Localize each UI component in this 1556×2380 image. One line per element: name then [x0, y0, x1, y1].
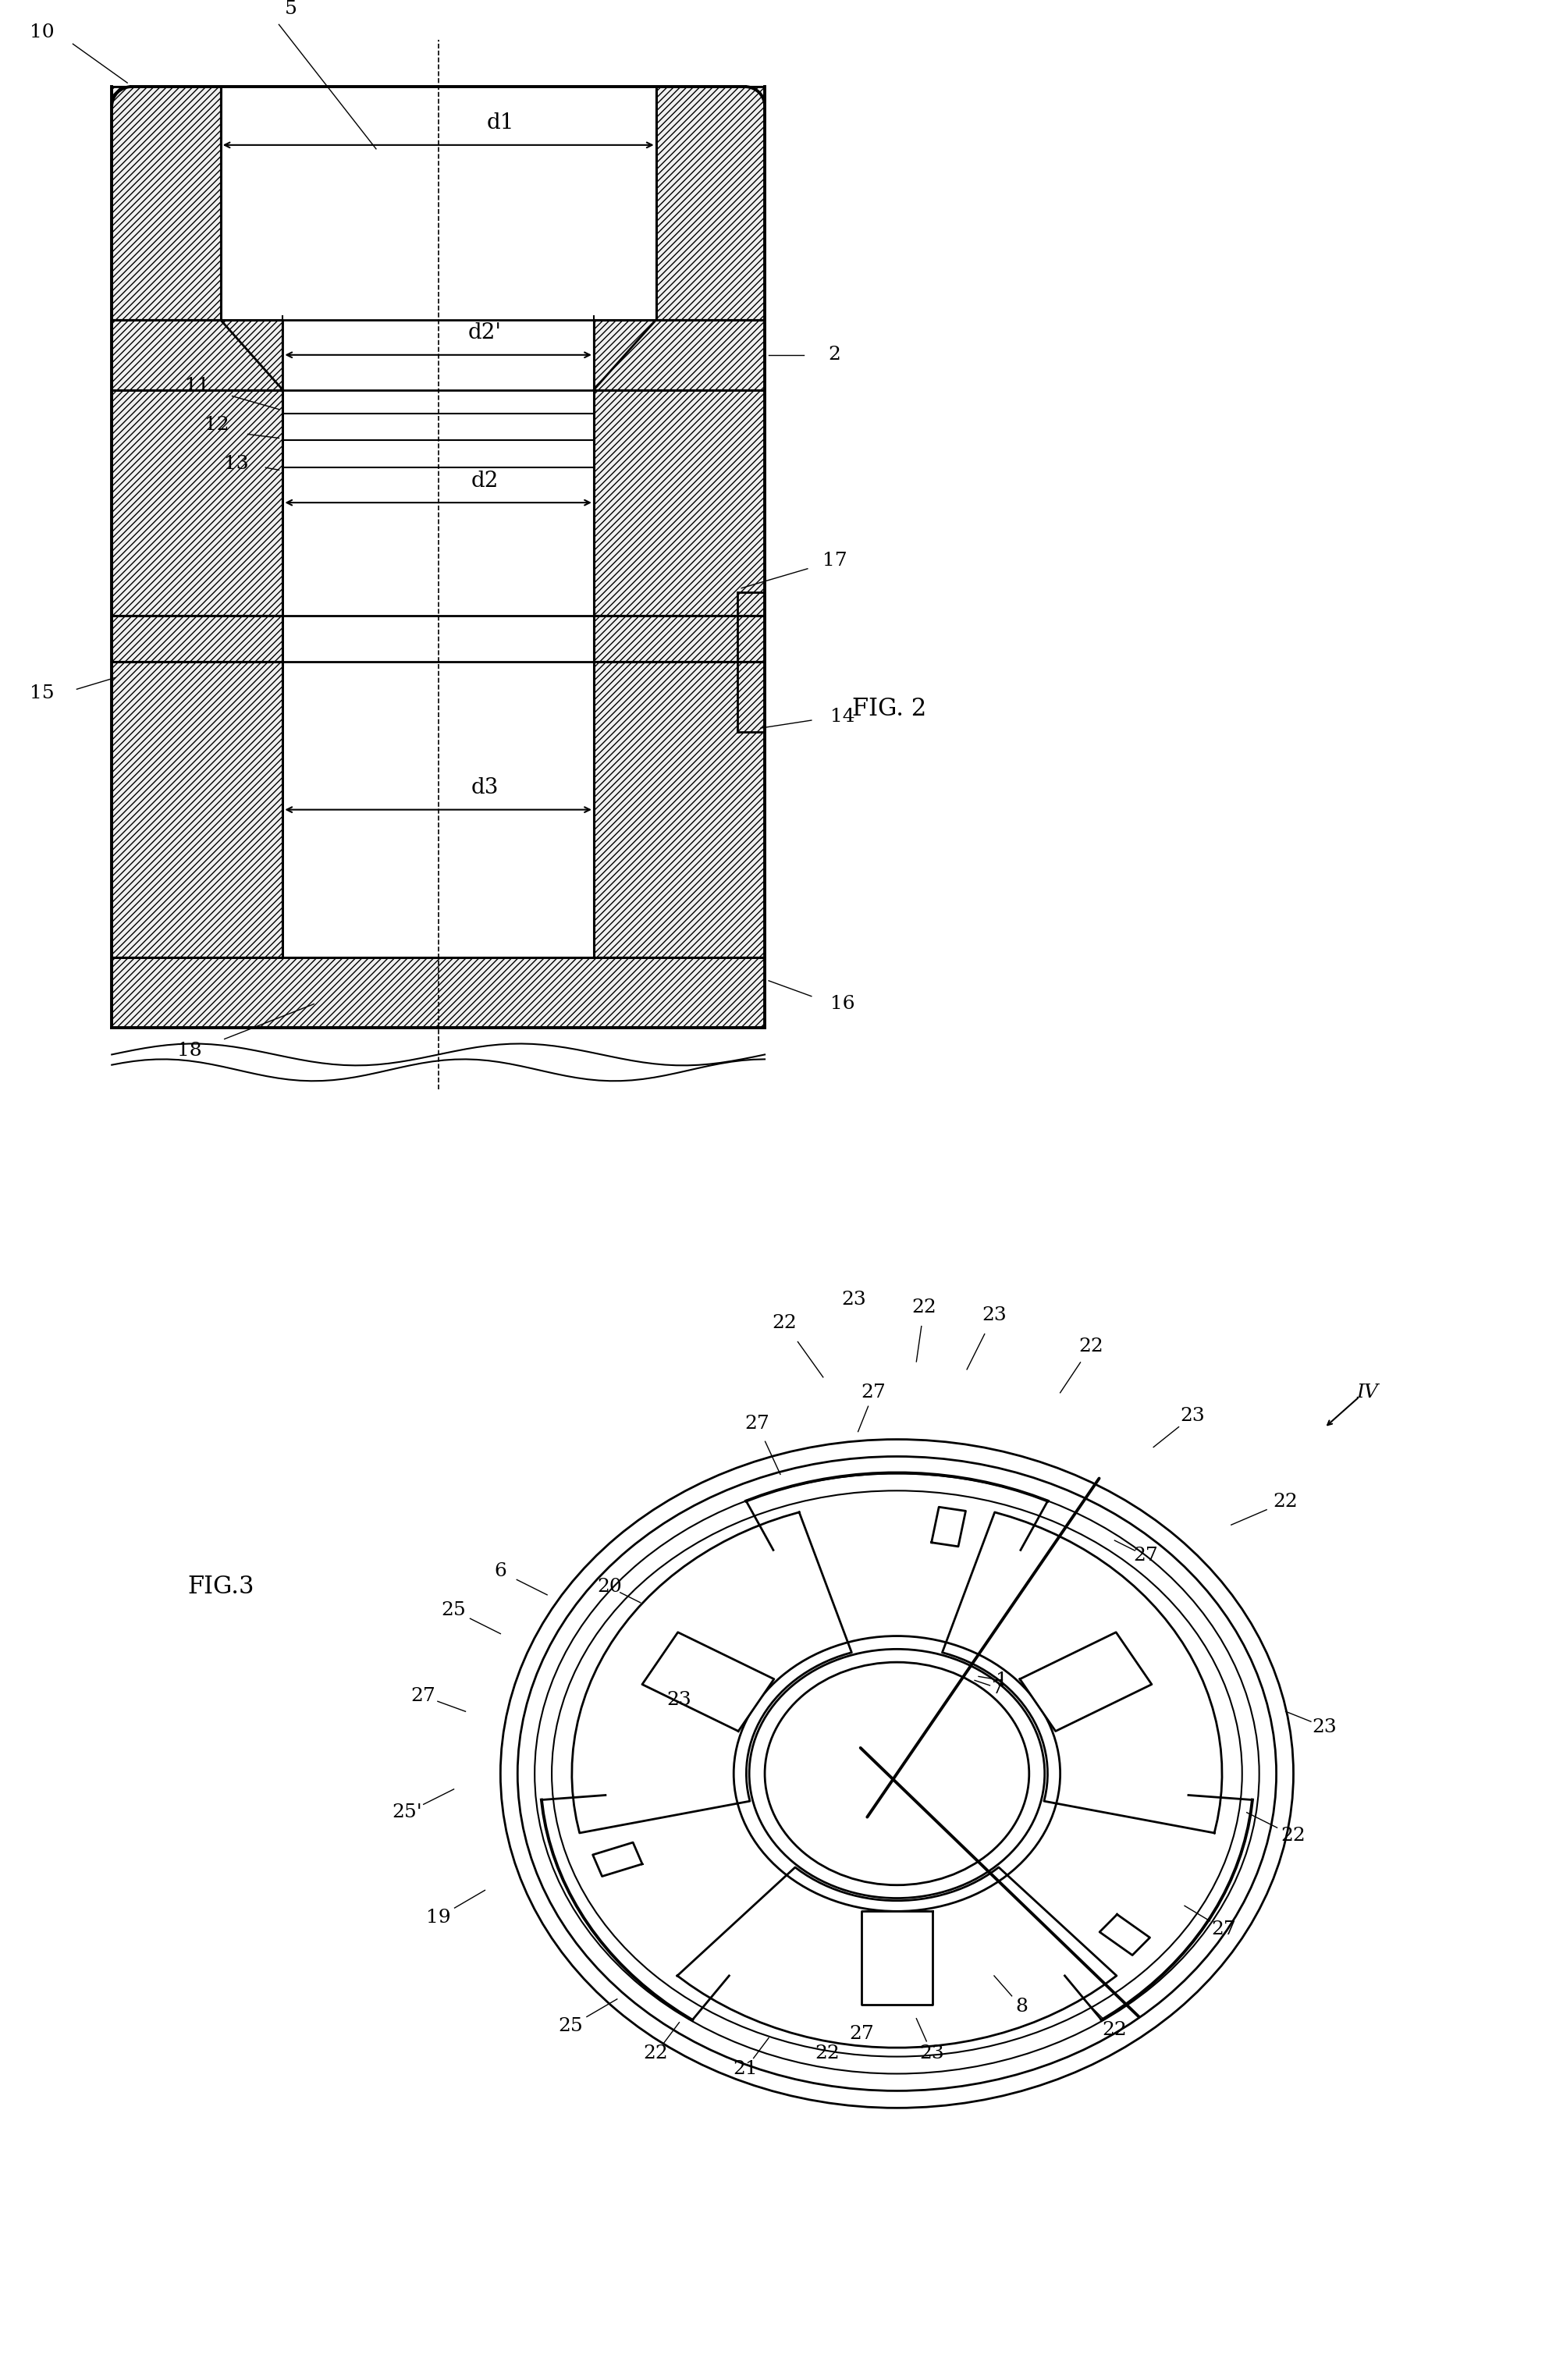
- Text: 22: 22: [772, 1314, 797, 1333]
- Bar: [112, 86, 221, 319]
- Bar: [594, 319, 766, 390]
- Text: 2: 2: [828, 345, 840, 364]
- Bar: [594, 390, 766, 616]
- Text: 23: 23: [668, 1690, 692, 1709]
- Text: 14: 14: [831, 707, 854, 726]
- Text: 17: 17: [823, 552, 846, 569]
- Text: 25': 25': [392, 1804, 422, 1821]
- Text: 22: 22: [1102, 2021, 1127, 2040]
- Text: 22: 22: [912, 1297, 937, 1316]
- Polygon shape: [1019, 1633, 1151, 1730]
- Bar: [594, 616, 766, 662]
- Text: d2': d2': [468, 324, 501, 343]
- Polygon shape: [593, 1842, 643, 1875]
- Bar: [112, 662, 283, 957]
- Text: 27: 27: [1133, 1547, 1158, 1566]
- Text: 23: 23: [1312, 1718, 1337, 1735]
- Text: 22: 22: [815, 2044, 839, 2063]
- Text: 5: 5: [285, 0, 297, 19]
- Text: 22: 22: [1281, 1828, 1305, 1844]
- Text: 21: 21: [733, 2061, 758, 2078]
- Polygon shape: [573, 1511, 851, 1833]
- Bar: [112, 957, 766, 1028]
- Bar: [112, 390, 283, 616]
- Text: 22: 22: [644, 2044, 669, 2063]
- Text: 23: 23: [842, 1290, 867, 1309]
- Bar: [657, 86, 766, 319]
- Text: 23: 23: [982, 1307, 1007, 1323]
- Polygon shape: [862, 1911, 932, 2004]
- Polygon shape: [643, 1633, 773, 1730]
- Text: FIG. 2: FIG. 2: [853, 697, 926, 721]
- Text: 1: 1: [996, 1671, 1008, 1690]
- Text: 23: 23: [920, 2044, 944, 2063]
- Text: 27: 27: [850, 2025, 874, 2042]
- Text: 22: 22: [1078, 1338, 1103, 1354]
- Bar: [594, 662, 766, 957]
- Text: d3: d3: [471, 778, 499, 797]
- Bar: [112, 319, 283, 390]
- Text: 12: 12: [204, 416, 229, 433]
- Text: 7: 7: [991, 1680, 1004, 1697]
- Polygon shape: [677, 1868, 1117, 2047]
- Polygon shape: [943, 1511, 1221, 1833]
- Text: 27: 27: [1211, 1921, 1235, 1937]
- Text: 13: 13: [224, 455, 249, 474]
- Text: 27: 27: [411, 1687, 436, 1704]
- Text: 8: 8: [1015, 1997, 1027, 2016]
- Text: 27: 27: [860, 1383, 885, 1402]
- Text: d1: d1: [487, 112, 515, 133]
- Text: 22: 22: [1273, 1492, 1298, 1511]
- Text: 25: 25: [559, 2018, 584, 2035]
- Text: 19: 19: [426, 1909, 451, 1925]
- Text: 11: 11: [185, 376, 210, 395]
- Text: IV: IV: [1357, 1383, 1379, 1402]
- Text: 10: 10: [30, 24, 54, 40]
- Text: FIG.3: FIG.3: [187, 1576, 254, 1599]
- Text: 23: 23: [1179, 1407, 1204, 1426]
- Polygon shape: [932, 1507, 966, 1547]
- Bar: [112, 616, 283, 662]
- Text: d2: d2: [471, 471, 499, 490]
- Text: 27: 27: [745, 1414, 769, 1433]
- Text: 25: 25: [442, 1602, 467, 1618]
- Text: 18: 18: [177, 1042, 202, 1059]
- Text: 15: 15: [30, 683, 54, 702]
- Polygon shape: [1100, 1914, 1150, 1954]
- Text: 16: 16: [831, 995, 854, 1014]
- Text: 6: 6: [495, 1564, 507, 1580]
- Text: 20: 20: [598, 1578, 622, 1597]
